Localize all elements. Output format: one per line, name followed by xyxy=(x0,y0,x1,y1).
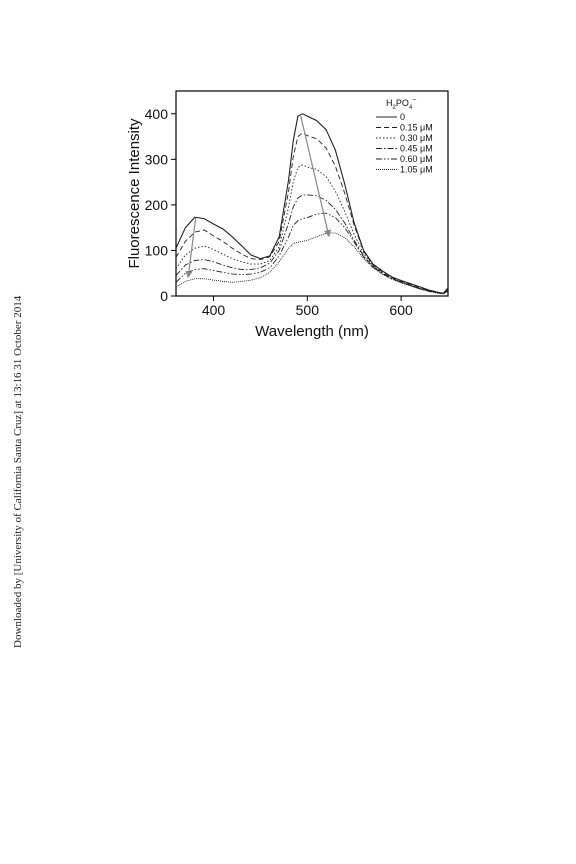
x-axis-label: Wavelength (nm) xyxy=(255,323,369,340)
x-tick-label: 500 xyxy=(296,302,320,318)
legend-entry-4: 0.60 μM xyxy=(400,154,433,164)
plot-area: 400 500 600 0 100 200 300 400 Wavelength (nm) Flu… xyxy=(126,90,449,340)
trend-arrow-1 xyxy=(300,115,332,238)
legend-entry-1: 0.15 μM xyxy=(400,123,433,133)
trend-arrow-0 xyxy=(185,217,197,279)
legend-entry-2: 0.30 μM xyxy=(400,133,433,143)
y-tick-label: 100 xyxy=(145,242,169,258)
series-line-0 xyxy=(176,113,448,294)
series-line-5 xyxy=(176,232,448,295)
x-tick-label: 400 xyxy=(202,302,226,318)
y-tick-label: 300 xyxy=(145,151,169,167)
y-axis-label: Fluorescence Intensity xyxy=(126,118,143,269)
legend-entry-5: 1.05 μM xyxy=(400,165,433,175)
series-line-1 xyxy=(176,132,448,295)
series-line-3 xyxy=(176,194,448,295)
y-tick-label: 0 xyxy=(160,288,168,304)
legend-entry-3: 0.45 μM xyxy=(400,144,433,154)
x-tick-label: 600 xyxy=(389,302,413,318)
series-line-2 xyxy=(176,164,448,295)
y-tick-label: 400 xyxy=(145,106,169,122)
series-line-4 xyxy=(176,212,448,295)
plot-frame xyxy=(175,90,449,297)
legend-entry-0: 0 xyxy=(400,112,405,122)
y-tick-label: 200 xyxy=(145,197,169,213)
legend-title: H2PO4− xyxy=(386,97,416,111)
